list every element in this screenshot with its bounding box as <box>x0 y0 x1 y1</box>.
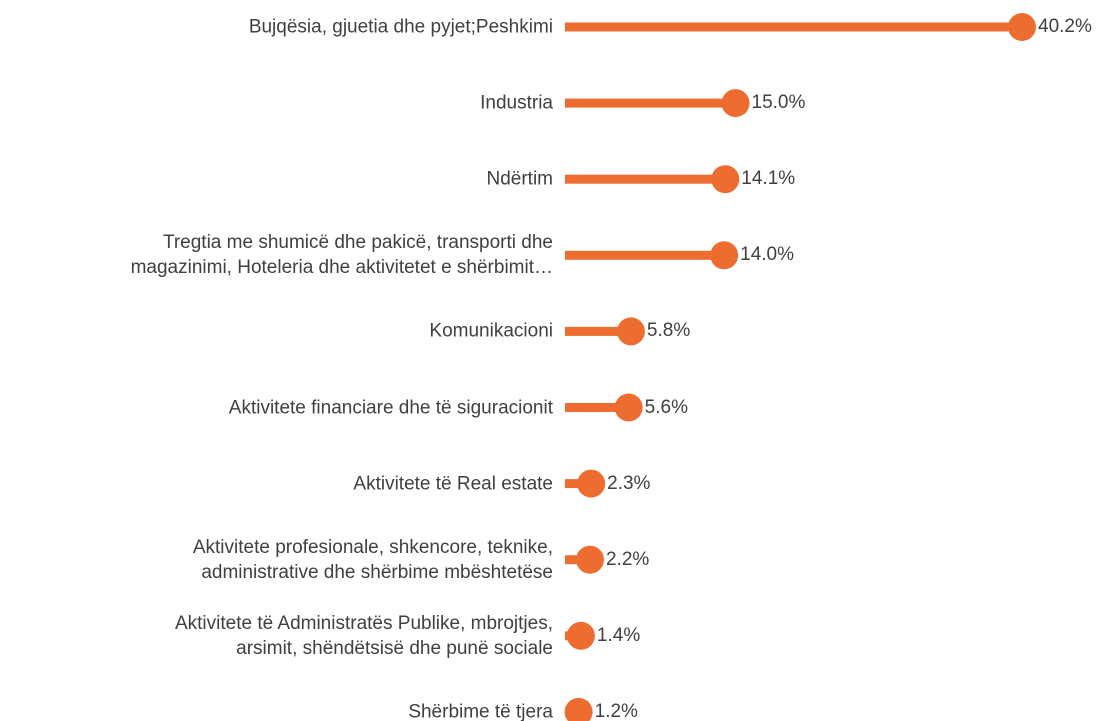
value-label: 1.2% <box>594 700 638 721</box>
value-label: 5.6% <box>644 396 688 418</box>
category-label: Aktivitete financiare dhe të siguracioni… <box>228 397 553 418</box>
dot <box>1008 13 1036 41</box>
dot <box>710 241 739 270</box>
category-label: Aktivitete të Real estate <box>353 473 553 495</box>
category-label: Komunikacioni <box>429 320 553 342</box>
category-label: Shërbime të tjera <box>408 701 553 721</box>
value-label: 14.0% <box>740 244 795 266</box>
category-label: Tregtia me shumicë dhe pakicë, transport… <box>130 232 553 279</box>
dot <box>566 621 595 650</box>
value-label: 1.4% <box>596 624 641 646</box>
category-label: Aktivitete profesionale, shkencore, tekn… <box>192 536 553 583</box>
value-label: 14.1% <box>741 168 796 190</box>
value-label: 2.3% <box>607 472 651 494</box>
dot <box>711 165 740 194</box>
dot <box>721 89 750 118</box>
dot <box>576 545 605 574</box>
bar <box>565 22 1022 32</box>
value-label: 15.0% <box>751 92 806 114</box>
category-label: Bujqësia, gjuetia dhe pyjet;Peshkimi <box>248 16 553 38</box>
bar <box>565 326 631 336</box>
value-label: 2.2% <box>606 548 650 570</box>
dot <box>614 393 643 422</box>
bar <box>565 250 725 260</box>
dot <box>616 317 645 346</box>
value-label: 5.8% <box>646 320 691 342</box>
bar <box>565 403 629 412</box>
category-label: Aktivitete të Administratës Publike, mbr… <box>174 612 553 659</box>
bar <box>565 174 726 184</box>
category-label: Ndërtim <box>486 168 553 190</box>
category-label: Industria <box>480 92 553 114</box>
value-label: 40.2% <box>1038 16 1092 37</box>
dot <box>564 697 593 721</box>
dot <box>577 469 606 498</box>
bar <box>565 98 736 108</box>
